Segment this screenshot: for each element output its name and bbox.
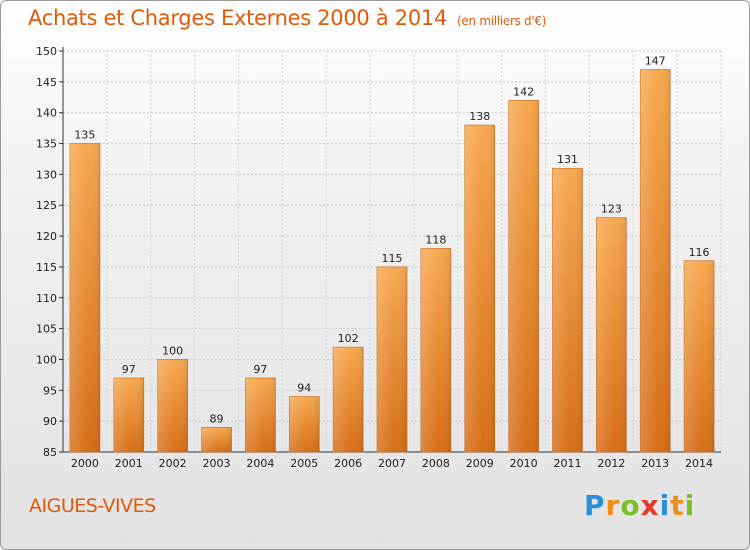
x-tick-label: 2009 <box>466 457 494 470</box>
bar-shade <box>113 377 144 452</box>
data-label: 100 <box>162 344 183 357</box>
logo-letter: t <box>670 489 685 522</box>
bar-shade <box>640 69 671 452</box>
y-tick-label: 120 <box>36 230 57 243</box>
y-tick-label: 150 <box>36 45 57 58</box>
y-tick-label: 110 <box>36 292 57 305</box>
bar-shade <box>552 168 583 452</box>
bar-shade <box>69 143 100 453</box>
data-label: 147 <box>645 55 666 68</box>
x-tick-label: 2002 <box>159 457 187 470</box>
logo-letter: P <box>584 489 606 522</box>
logo-letter: o <box>620 489 641 522</box>
y-tick-label: 100 <box>36 353 57 366</box>
y-tick-label: 85 <box>43 446 57 459</box>
data-label: 123 <box>601 203 622 216</box>
x-tick-label: 2001 <box>115 457 143 470</box>
bar-shade <box>201 427 232 452</box>
data-label: 97 <box>253 363 267 376</box>
x-tick-label: 2011 <box>553 457 581 470</box>
bar-shade <box>508 100 539 452</box>
data-label: 115 <box>382 252 403 265</box>
y-tick-label: 145 <box>36 76 57 89</box>
bar-shade <box>464 125 495 453</box>
y-tick-label: 90 <box>43 415 57 428</box>
y-tick-label: 95 <box>43 384 57 397</box>
bar-shade <box>245 377 276 452</box>
y-tick-label: 105 <box>36 323 57 336</box>
data-label: 138 <box>469 110 490 123</box>
logo-letter: r <box>605 489 621 522</box>
data-label: 118 <box>425 233 446 246</box>
y-tick-label: 140 <box>36 107 57 120</box>
x-tick-label: 2007 <box>378 457 406 470</box>
x-tick-label: 2008 <box>422 457 450 470</box>
x-tick-label: 2004 <box>246 457 274 470</box>
bar-shade <box>289 396 320 452</box>
chart-title: Achats et Charges Externes 2000 à 2014 (e… <box>28 6 546 30</box>
x-tick-label: 2012 <box>597 457 625 470</box>
x-tick-label: 2013 <box>641 457 669 470</box>
y-tick-label: 135 <box>36 138 57 151</box>
bar-shade <box>157 359 188 452</box>
y-tick-label: 115 <box>36 261 57 274</box>
x-tick-label: 2014 <box>685 457 713 470</box>
data-label: 97 <box>122 363 136 376</box>
data-label: 135 <box>74 129 95 142</box>
data-label: 102 <box>338 332 359 345</box>
data-label: 131 <box>557 153 578 166</box>
data-label: 142 <box>513 85 534 98</box>
y-tick-label: 130 <box>36 168 57 181</box>
data-label: 116 <box>689 246 710 259</box>
bar-shade <box>333 347 364 452</box>
x-tick-label: 2010 <box>510 457 538 470</box>
bar-shade <box>596 217 627 452</box>
bars <box>69 69 715 453</box>
x-tick-label: 2005 <box>290 457 318 470</box>
bar-shade <box>684 260 715 452</box>
x-tick-label: 2003 <box>203 457 231 470</box>
x-tick-label: 2006 <box>334 457 362 470</box>
y-tick-label: 125 <box>36 199 57 212</box>
axes: 85 90 95 100 105 110 115 120 125 130 135 140 145 150 2… <box>36 45 721 470</box>
chart-subtitle: (en milliers d'€) <box>457 14 547 28</box>
logo-letter: i <box>659 489 671 522</box>
bar-shade <box>420 248 451 452</box>
data-labels: 135 97 100 89 97 94 102 115 118 138 142 131 123 147 11… <box>74 55 709 426</box>
logo-letter: x <box>640 489 660 522</box>
data-label: 89 <box>210 412 224 425</box>
proxiti-logo[interactable]: Proxiti <box>584 489 695 522</box>
data-label: 94 <box>297 381 311 394</box>
logo-letter: i <box>684 489 696 522</box>
chart-title-text: Achats et Charges Externes 2000 à 2014 <box>28 6 448 30</box>
x-tick-label: 2000 <box>71 457 99 470</box>
bar-shade <box>377 266 407 452</box>
city-name: AIGUES-VIVES <box>29 495 156 517</box>
